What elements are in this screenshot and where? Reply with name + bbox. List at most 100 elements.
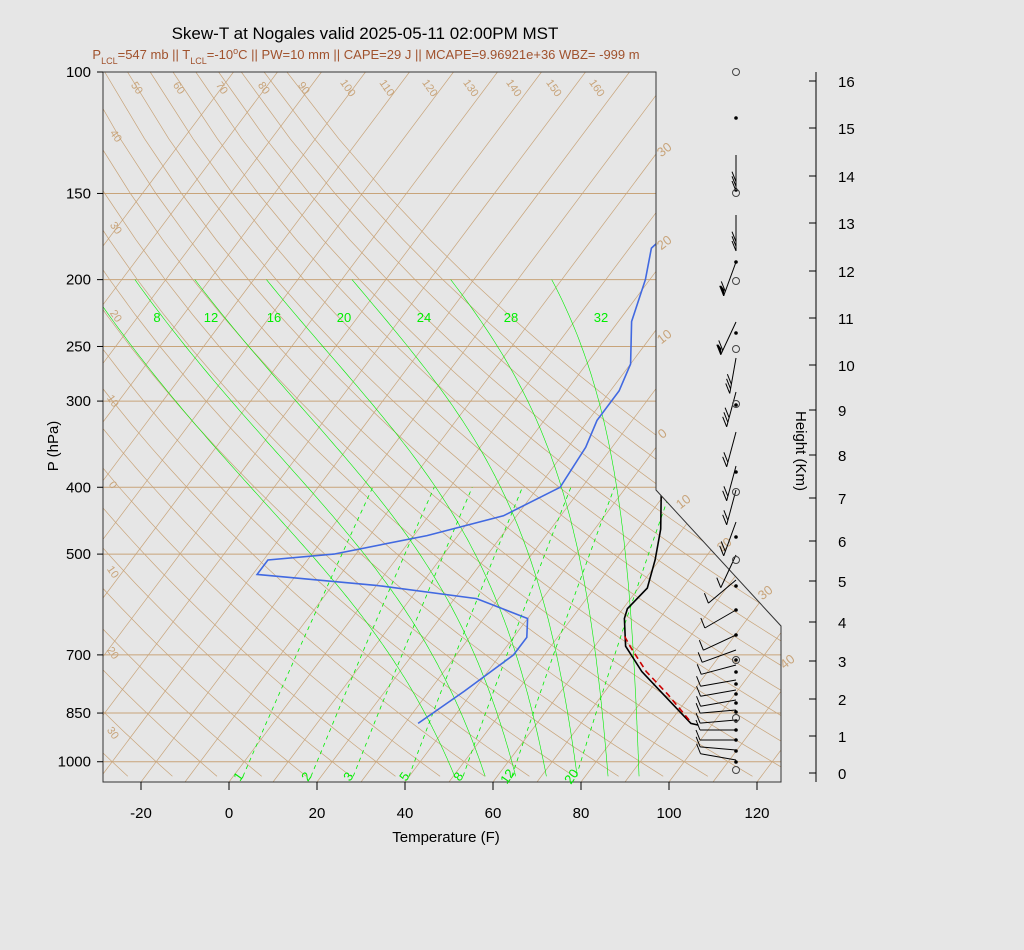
wind-level-dot [734,633,738,637]
moist-adiabat [103,279,455,777]
wind-barb [720,321,737,355]
isotherm-label: 30 [654,139,675,160]
moist-adiabats [103,279,640,777]
height-tick-label: 14 [838,169,855,186]
dry-adiabat-label: 50 [128,80,145,97]
wind-barb-feather [724,407,730,418]
wind-barb-feather [722,456,728,467]
isotherm-line [103,72,234,782]
isobars [103,72,781,763]
wind-barb [708,579,737,604]
dry-adiabat [103,72,575,777]
dry-adiabat-label: 160 [586,77,606,99]
isotherm-line [103,72,498,782]
wind-barb-feather [696,743,702,754]
temperature-tick-label: -20 [130,805,152,822]
wind-barb [701,664,737,675]
mixing-ratio-line [352,487,473,777]
mixing-ratio-line [511,487,615,777]
wind-barb-flag [720,285,725,296]
dry-adiabat [263,72,781,777]
isotherm-line [448,72,781,782]
dry-adiabat [103,72,129,777]
temperature-tick-label: 80 [573,805,590,822]
wind-level-dot [734,710,738,714]
wind-barb-feather [731,171,737,182]
wind-barb-feather [720,541,726,552]
wind-barb-flag [717,344,722,355]
pressure-tick-label: 250 [66,338,91,355]
isotherm-line [103,72,630,782]
height-tick-label: 10 [838,358,855,375]
wind-barb-feather [703,592,709,604]
dry-adiabat-label-left: 30 [104,725,121,742]
wind-level-dot [734,658,738,662]
wind-barb-feather [726,378,732,390]
wind-barb [702,649,737,663]
dry-adiabat [103,72,619,777]
dry-adiabat [172,72,781,777]
dry-adiabat-label: 90 [295,80,312,97]
isotherm-line [360,72,781,782]
pressure-tick-label: 1000 [58,754,91,771]
dry-adiabat [149,72,781,777]
height-tick-label: 1 [838,729,846,746]
height-tick-label: 9 [838,403,846,420]
dry-adiabat [103,72,664,777]
wind-barb-feather [718,340,724,351]
mixing-ratio-top-label: 12 [204,310,218,325]
wind-level-dot [734,749,738,753]
isotherm-line [845,72,1024,782]
dry-adiabat [103,72,307,777]
wind-level-dot [734,760,738,764]
mixing-ratio-top-label: 32 [594,310,608,325]
wind-barb-feather [723,452,729,463]
isotherm-label: 20 [714,534,735,555]
moist-adiabat [134,279,486,777]
temperature-tick-label: 60 [485,805,502,822]
wind-barb [729,357,737,394]
dry-adiabat-label-left: 20 [107,308,124,325]
dry-adiabat [127,72,781,777]
dry-adiabat [103,72,396,777]
dry-adiabat-label-left: 30 [107,220,124,237]
wind-barb-feather [698,640,704,651]
wind-level-circle [732,189,740,197]
wind-barb-feather [695,736,701,748]
dry-adiabat [103,72,753,777]
mixing-ratio-line [408,487,523,777]
wind-level-circle [732,345,740,353]
isotherm-line [228,72,762,782]
wind-barb-feather [696,686,702,697]
series-dewpoint [255,72,781,725]
wind-barb-feather [695,702,701,714]
wind-level-circle [732,488,740,496]
dry-adiabat [0,72,83,776]
dry-adiabat-label-left: 40 [107,128,124,145]
wind-barb [700,746,737,751]
moist-adiabat [450,279,609,777]
wind-barb-feather [695,729,701,741]
wind-level-circle [732,656,740,664]
wind-barb [726,489,737,525]
isotherm-line [580,72,781,782]
wind-level-circle [732,556,740,564]
height-tick-label: 16 [838,74,855,91]
pressure-tick-label: 850 [66,705,91,722]
mixing-ratio-top-label: 24 [417,310,431,325]
isotherm-line [801,72,1024,782]
wind-level-dot [734,728,738,732]
dry-adiabats [0,72,781,777]
chart-subtitle: PLCL=547 mb || TLCL=-10oC || PW=10 mm ||… [92,46,639,66]
pressure-tick-label: 100 [66,64,91,81]
y2-axis-label: Height (Km) [792,411,809,491]
wind-level-dot [734,701,738,705]
wind-barb [700,679,737,687]
wind-barb-feather [731,231,737,242]
isotherm-line [103,72,278,782]
dry-adiabat [103,72,486,777]
dry-adiabat-labels: 50 60 70 80 90 100 110 120 130 140 150 160403020100… [104,77,607,741]
wind-barb [726,391,737,427]
isotherm-line [712,72,781,782]
